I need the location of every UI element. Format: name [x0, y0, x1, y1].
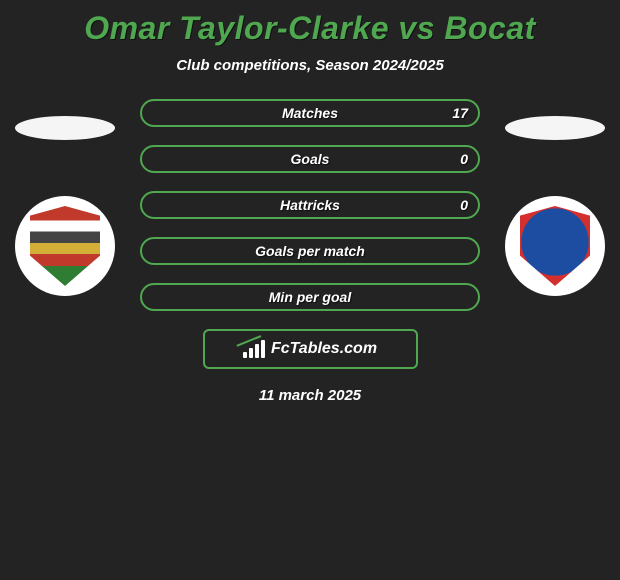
date-line: 11 march 2025	[0, 387, 620, 404]
stat-row-min-per-goal: Min per goal	[140, 283, 480, 311]
stat-label: Min per goal	[269, 289, 351, 305]
stat-right-value: 0	[460, 197, 468, 213]
main-row: Matches 17 Goals 0 Hattricks 0 Goals per…	[0, 99, 620, 311]
stat-row-matches: Matches 17	[140, 99, 480, 127]
club-crest-right	[505, 196, 605, 296]
player-left-column	[10, 114, 120, 296]
player-left-avatar	[15, 116, 115, 140]
stat-label: Goals	[291, 151, 330, 167]
player-right-column	[500, 114, 610, 296]
chart-bars-icon	[243, 340, 265, 358]
stats-column: Matches 17 Goals 0 Hattricks 0 Goals per…	[140, 99, 480, 311]
brand-text: FcTables.com	[271, 340, 377, 358]
stat-label: Goals per match	[255, 243, 365, 259]
stat-row-goals-per-match: Goals per match	[140, 237, 480, 265]
comparison-card: Omar Taylor-Clarke vs Bocat Club competi…	[0, 0, 620, 404]
stat-row-hattricks: Hattricks 0	[140, 191, 480, 219]
stoke-city-crest-icon	[520, 206, 590, 286]
brand-box: FcTables.com	[203, 329, 418, 369]
stat-row-goals: Goals 0	[140, 145, 480, 173]
stat-label: Hattricks	[280, 197, 340, 213]
player-right-avatar	[505, 116, 605, 140]
bristol-city-crest-icon	[30, 206, 100, 286]
stat-label: Matches	[282, 105, 338, 121]
stat-right-value: 17	[452, 105, 468, 121]
club-crest-left	[15, 196, 115, 296]
subtitle: Club competitions, Season 2024/2025	[0, 57, 620, 74]
stat-right-value: 0	[460, 151, 468, 167]
page-title: Omar Taylor-Clarke vs Bocat	[0, 10, 620, 47]
